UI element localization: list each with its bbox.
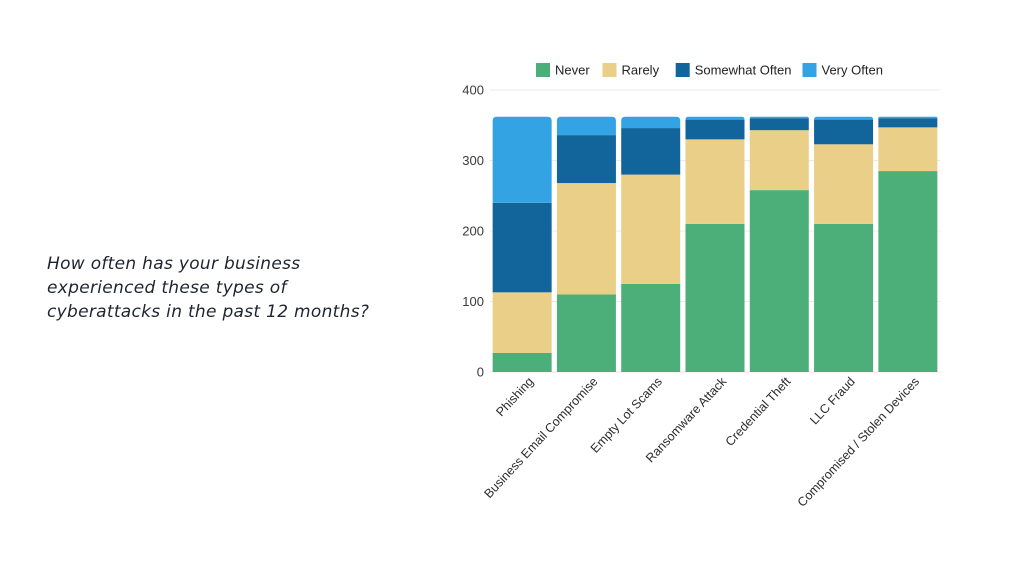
y-tick-label-100: 100: [462, 294, 484, 309]
bar-ransomware-attack-somewhat-often: [685, 119, 745, 140]
bar-stack-ransomware-attack: [685, 116, 745, 372]
bar-stack-compromised-stolen-devices: [878, 116, 938, 372]
bar-compromised-stolen-devices-very-often: [878, 116, 938, 119]
bar-compromised-stolen-devices-rarely: [878, 127, 938, 172]
bar-ransomware-attack-never: [685, 223, 745, 372]
legend-label-never: Never: [555, 63, 590, 78]
legend-item-rarely: Rarely: [602, 63, 660, 78]
x-category-label-credential-theft: Credential Theft: [723, 374, 794, 449]
bar-phishing-never: [492, 352, 552, 372]
bar-llc-fraud-never: [814, 223, 874, 372]
question-line-3: cyberattacks in the past 12 months?: [47, 302, 370, 322]
bar-credential-theft-very-often: [749, 116, 809, 119]
chart-bars: [492, 116, 938, 372]
x-category-label-business-email-compromise: Business Email Compromise: [481, 374, 600, 500]
y-tick-label-300: 300: [462, 153, 484, 168]
y-tick-label-400: 400: [462, 83, 484, 98]
legend-swatch-never: [536, 63, 550, 77]
legend-item-never: Never: [536, 63, 590, 78]
bar-compromised-stolen-devices-somewhat-often: [878, 118, 938, 128]
bar-phishing-somewhat-often: [492, 202, 552, 293]
bar-llc-fraud-somewhat-often: [814, 119, 874, 145]
legend-swatch-rarely: [602, 63, 617, 77]
legend-swatch-somewhat-often: [675, 63, 690, 77]
bar-llc-fraud-very-often: [814, 116, 874, 120]
y-axis-ticks: 0 100 200 300 400: [462, 83, 484, 380]
bar-credential-theft-never: [749, 190, 809, 372]
y-tick-label-0: 0: [477, 365, 484, 380]
bar-llc-fraud-rarely: [814, 144, 874, 224]
bar-stack-business-email-compromise: [556, 116, 616, 372]
bar-business-email-compromise-never: [556, 294, 616, 372]
bar-stack-credential-theft: [749, 116, 809, 372]
bar-empty-lot-scams-rarely: [621, 174, 681, 284]
y-tick-label-200: 200: [462, 224, 484, 239]
bar-ransomware-attack-very-often: [685, 116, 745, 120]
legend-item-very-often: Very Often: [802, 63, 883, 78]
question-line-1: How often has your business: [47, 254, 301, 274]
chart-legend: Never Rarely Somewhat Often Very Often: [536, 63, 883, 78]
question-line-2: experienced these types of: [47, 278, 287, 298]
bar-stack-llc-fraud: [814, 116, 874, 372]
bar-empty-lot-scams-never: [621, 283, 681, 372]
bar-stack-phishing: [492, 116, 552, 372]
bar-credential-theft-somewhat-often: [749, 118, 809, 131]
bar-business-email-compromise-very-often: [556, 116, 616, 136]
bar-business-email-compromise-somewhat-often: [556, 135, 616, 184]
bar-credential-theft-rarely: [749, 130, 809, 191]
x-category-label-llc-fraud: LLC Fraud: [807, 374, 858, 427]
x-category-label-phishing: Phishing: [493, 374, 536, 419]
legend-label-rarely: Rarely: [622, 63, 660, 78]
bar-compromised-stolen-devices-never: [878, 171, 938, 372]
legend-label-somewhat-often: Somewhat Often: [695, 63, 792, 78]
bar-phishing-rarely: [492, 292, 552, 353]
bar-stack-empty-lot-scams: [621, 116, 681, 372]
bar-business-email-compromise-rarely: [556, 183, 616, 295]
bar-empty-lot-scams-somewhat-often: [621, 128, 681, 175]
bar-phishing-very-often: [492, 116, 552, 203]
bar-ransomware-attack-rarely: [685, 139, 745, 224]
bar-empty-lot-scams-very-often: [621, 116, 681, 129]
legend-item-somewhat-often: Somewhat Often: [675, 63, 792, 78]
legend-swatch-very-often: [802, 63, 817, 77]
survey-question: How often has your business experienced …: [47, 252, 427, 324]
legend-label-very-often: Very Often: [822, 63, 883, 78]
x-category-label-compromised-stolen-devices: Compromised / Stolen Devices: [795, 374, 922, 509]
